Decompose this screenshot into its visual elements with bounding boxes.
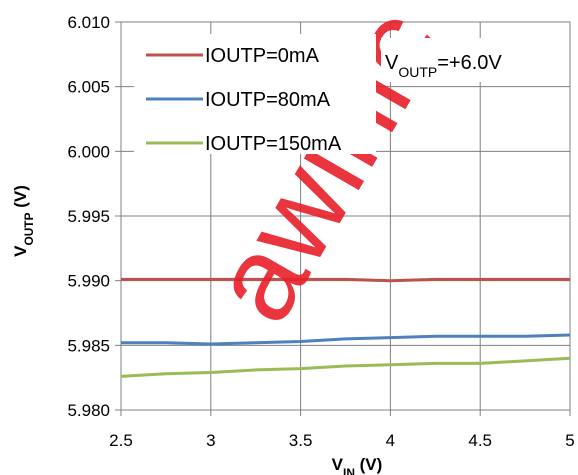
tick-labels: 5.980 5.985 5.990 5.995 6.000 6.005 6.010 2.5 3 3…	[67, 13, 574, 450]
y-axis-title: VOUTP (V)	[11, 185, 36, 257]
y-tick-label: 6.000	[67, 142, 110, 161]
legend: IOUTP=0mA IOUTP=80mA IOUTP=150mA	[134, 34, 551, 155]
plot-area-border	[120, 21, 571, 411]
x-tick-label: 5	[565, 431, 574, 450]
plot-frame	[120, 21, 571, 411]
y-tick-label: 6.010	[67, 13, 110, 32]
series-line-ioutp-150ma	[120, 356, 571, 378]
legend-label: IOUTP=80mA	[205, 89, 331, 111]
legend-label: IOUTP=150mA	[205, 133, 342, 155]
y-tick-label: 6.005	[67, 78, 110, 97]
x-tick-label: 4.5	[468, 431, 492, 450]
annotation-box	[381, 38, 551, 82]
series-lines	[120, 277, 571, 378]
series-line-ioutp-0ma	[121, 277, 570, 283]
y-tick-label: 5.990	[67, 272, 110, 291]
series-line-ioutp-80ma	[121, 333, 571, 346]
legend-label: IOUTP=0mA	[205, 45, 320, 67]
y-tick-label: 5.985	[67, 336, 110, 355]
x-axis-title: VIN (V)	[332, 455, 383, 475]
y-tick-label: 5.980	[67, 401, 110, 420]
y-tick-label: 5.995	[67, 207, 110, 226]
x-tick-label: 3	[206, 431, 215, 450]
voltage-annotation: VOUTP=+6.0V	[385, 52, 502, 80]
x-tick-label: 3.5	[289, 431, 313, 450]
x-tick-label: 2.5	[109, 431, 133, 450]
x-tick-label: 4	[386, 431, 395, 450]
